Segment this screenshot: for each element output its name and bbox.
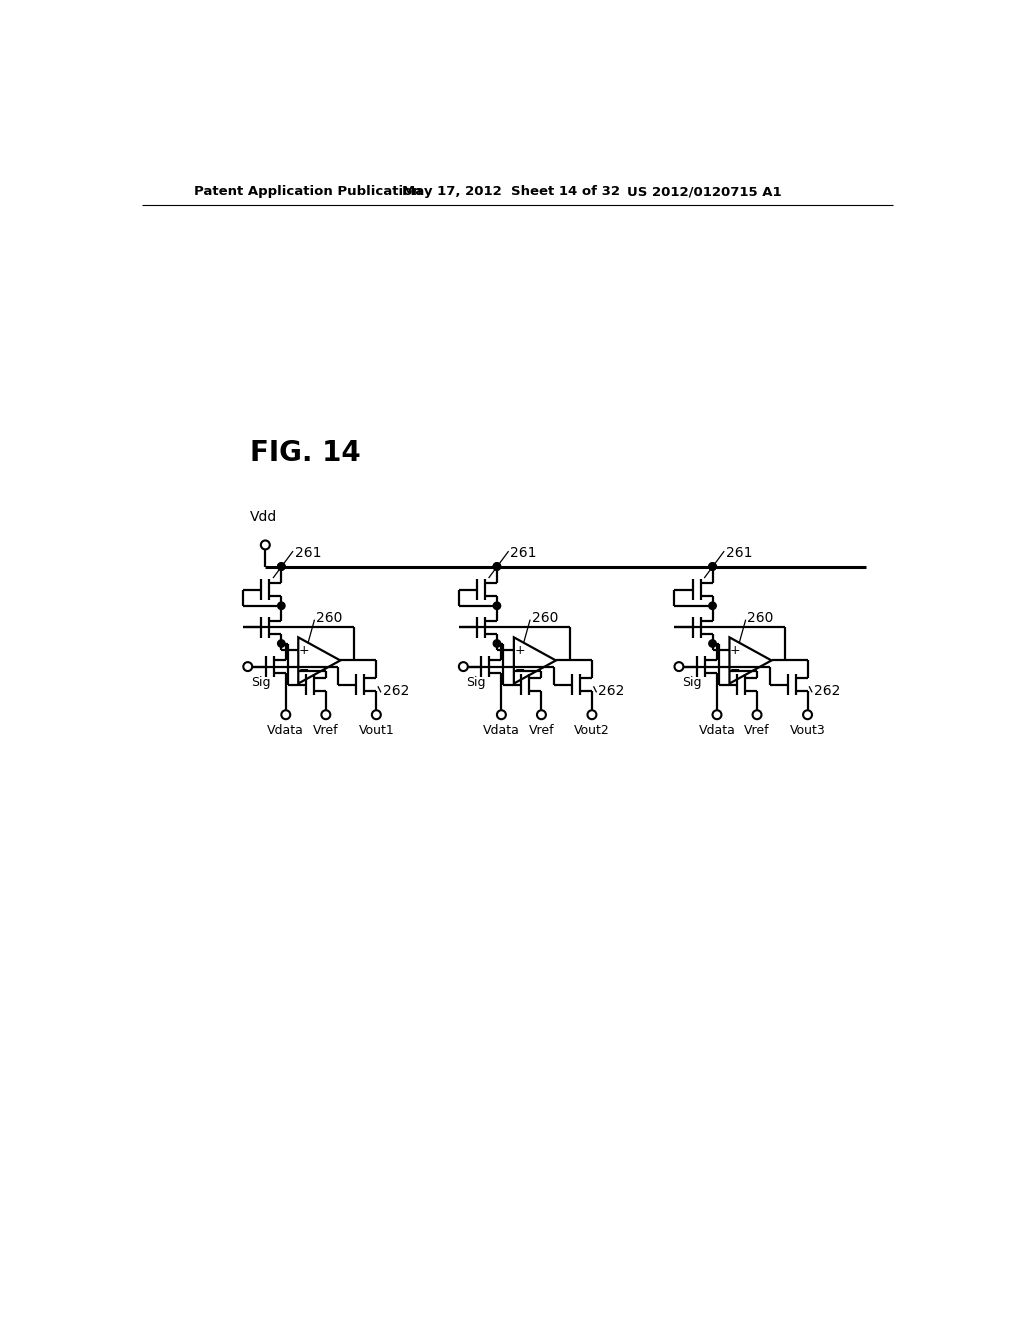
Circle shape xyxy=(282,710,290,719)
Text: Vref: Vref xyxy=(528,723,554,737)
Text: Vdd: Vdd xyxy=(250,510,278,524)
Text: 262: 262 xyxy=(383,684,409,698)
Circle shape xyxy=(278,640,285,647)
Text: +: + xyxy=(299,644,309,656)
Text: Patent Application Publication: Patent Application Publication xyxy=(194,185,422,198)
Text: 260: 260 xyxy=(531,611,558,626)
Circle shape xyxy=(588,710,596,719)
Circle shape xyxy=(675,663,683,671)
Text: +: + xyxy=(730,644,740,656)
Text: Vref: Vref xyxy=(744,723,770,737)
Text: Vdata: Vdata xyxy=(267,723,304,737)
Circle shape xyxy=(244,663,252,671)
Text: Vout1: Vout1 xyxy=(358,723,394,737)
Circle shape xyxy=(494,640,501,647)
Circle shape xyxy=(709,562,716,570)
Text: +: + xyxy=(514,644,525,656)
Circle shape xyxy=(803,710,812,719)
Circle shape xyxy=(278,562,285,570)
Text: −: − xyxy=(730,664,740,677)
Circle shape xyxy=(322,710,331,719)
Text: Sig: Sig xyxy=(251,676,270,689)
Text: 260: 260 xyxy=(316,611,342,626)
Text: US 2012/0120715 A1: US 2012/0120715 A1 xyxy=(628,185,782,198)
Circle shape xyxy=(261,540,269,549)
Text: Vdata: Vdata xyxy=(698,723,735,737)
Text: 261: 261 xyxy=(726,545,753,560)
Text: 262: 262 xyxy=(598,684,625,698)
Text: −: − xyxy=(514,664,525,677)
Circle shape xyxy=(494,562,501,570)
Circle shape xyxy=(459,663,468,671)
Circle shape xyxy=(713,710,722,719)
Text: FIG. 14: FIG. 14 xyxy=(250,440,360,467)
Text: Vout3: Vout3 xyxy=(790,723,825,737)
Text: 261: 261 xyxy=(295,545,322,560)
Circle shape xyxy=(709,640,716,647)
Text: Vout2: Vout2 xyxy=(574,723,610,737)
Text: 261: 261 xyxy=(510,545,537,560)
Text: −: − xyxy=(299,664,309,677)
Circle shape xyxy=(494,602,501,610)
Circle shape xyxy=(709,602,716,610)
Circle shape xyxy=(494,562,501,570)
Text: 262: 262 xyxy=(814,684,840,698)
Circle shape xyxy=(278,562,285,570)
Circle shape xyxy=(278,602,285,610)
Circle shape xyxy=(537,710,546,719)
Text: Sig: Sig xyxy=(682,676,701,689)
Circle shape xyxy=(753,710,762,719)
Text: Vdata: Vdata xyxy=(483,723,520,737)
Text: Vref: Vref xyxy=(313,723,339,737)
Circle shape xyxy=(497,710,506,719)
Text: May 17, 2012  Sheet 14 of 32: May 17, 2012 Sheet 14 of 32 xyxy=(401,185,620,198)
Circle shape xyxy=(709,562,716,570)
Circle shape xyxy=(372,710,381,719)
Text: Sig: Sig xyxy=(467,676,486,689)
Text: 260: 260 xyxy=(748,611,773,626)
